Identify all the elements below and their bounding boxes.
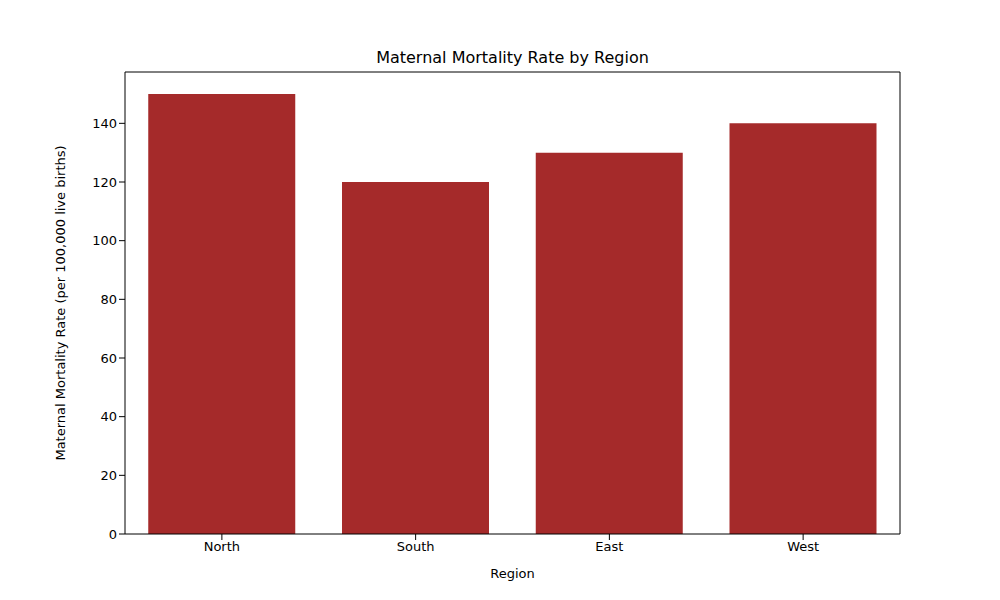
- svg-text:80: 80: [100, 292, 117, 307]
- svg-text:Region: Region: [490, 566, 535, 581]
- svg-text:North: North: [204, 539, 240, 554]
- svg-text:100: 100: [92, 233, 117, 248]
- svg-text:120: 120: [92, 175, 117, 190]
- svg-text:South: South: [397, 539, 435, 554]
- svg-text:East: East: [595, 539, 623, 554]
- svg-text:20: 20: [100, 468, 117, 483]
- svg-text:West: West: [787, 539, 819, 554]
- html-text:Maternal Mortality Rate by Reg: Maternal Mortality Rate by Region: [376, 48, 649, 67]
- svg-text:0: 0: [109, 527, 117, 542]
- svg-text:40: 40: [100, 409, 117, 424]
- svg-text:Maternal Mortality Rate (per 1: Maternal Mortality Rate (per 100,000 liv…: [53, 145, 68, 460]
- svg-text:140: 140: [92, 116, 117, 131]
- svg-text:60: 60: [100, 351, 117, 366]
